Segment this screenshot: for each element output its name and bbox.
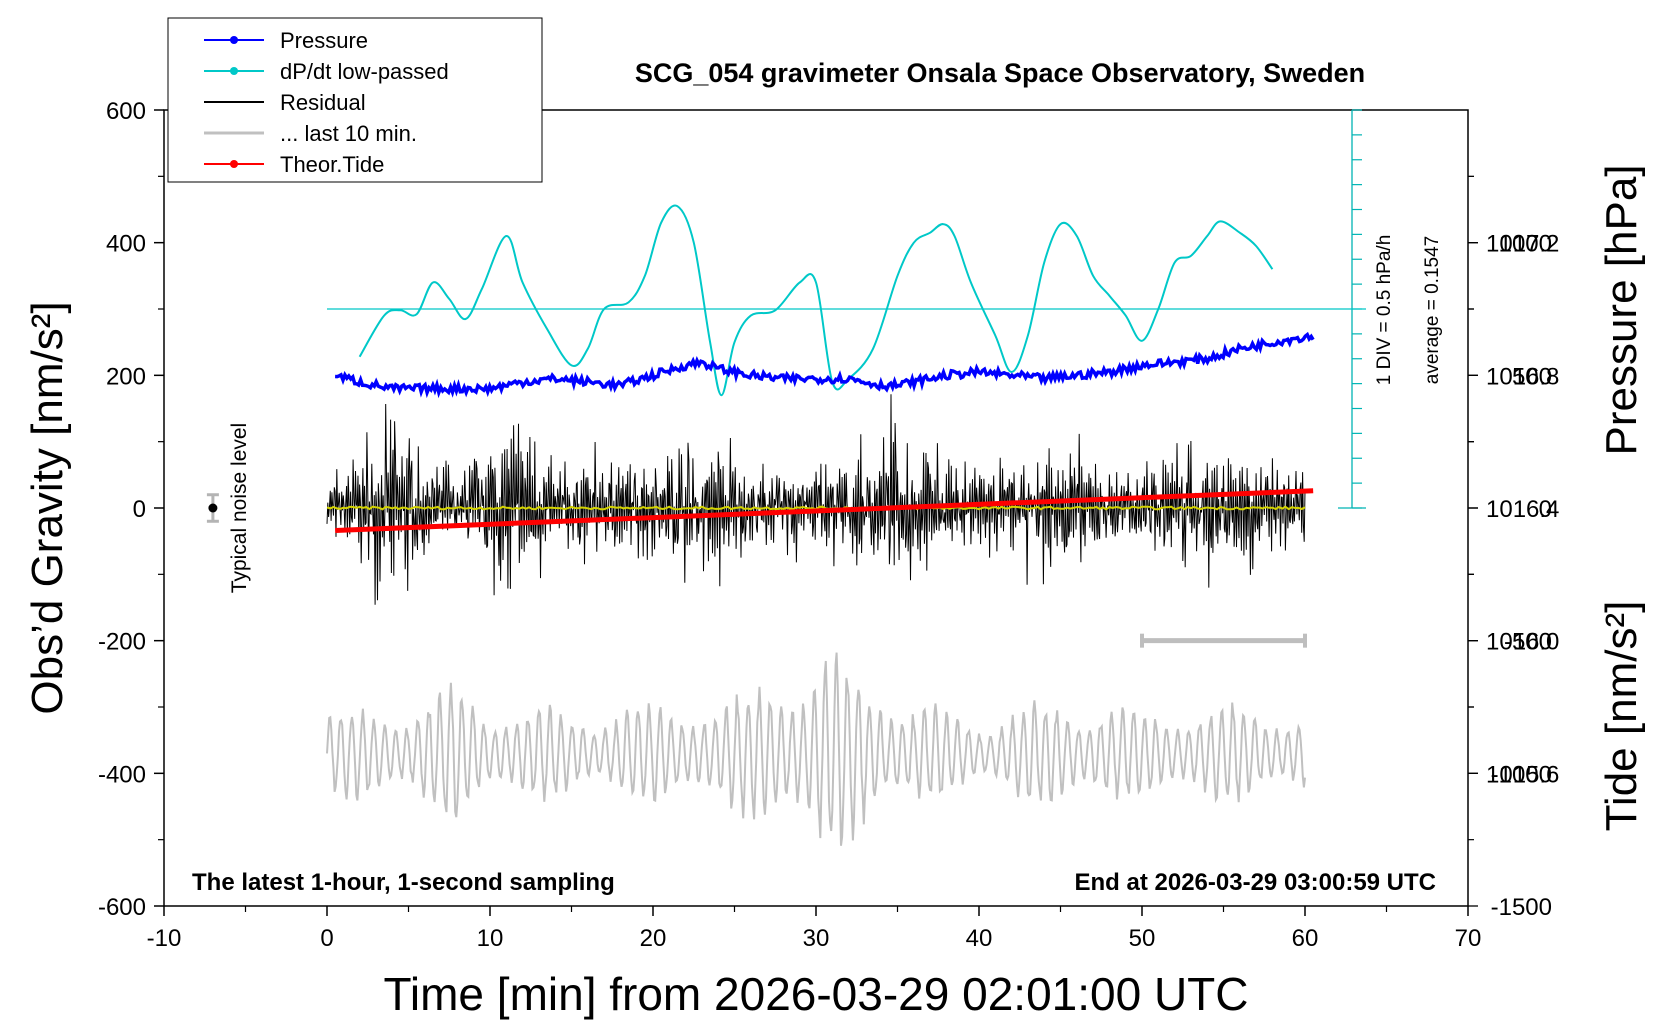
x-tick-label: 20 [640,925,667,952]
y-axis-label-pressure: Pressure [hPa] [1597,164,1646,455]
footer-left-label: The latest 1-hour, 1-second sampling [192,869,615,896]
x-tick-label: 60 [1292,925,1319,952]
legend-item: Pressure [204,28,368,53]
x-tick-label: 10 [477,925,504,952]
y-tick-label-tide: 0 [1539,496,1552,523]
y-tick-label-pressure: 1015.6 [1486,761,1559,788]
x-axis-label: Time [min] from 2026-03-29 02:01:00 UTC [384,968,1249,1020]
dpdt-scale-label: 1 DIV = 0.5 hPa/h [1374,235,1395,386]
dpdt-average-label: average = 0.1547 [1422,236,1443,384]
y-tick-label-pressure: 1016.8 [1486,363,1559,390]
y-tick-label-pressure: 1017.2 [1486,231,1559,258]
legend-item: dP/dt low-passed [204,59,449,84]
y-tick-label-pressure: 1016.0 [1486,629,1559,656]
series-theor-tide [335,488,1314,534]
x-tick-label: 0 [320,925,333,952]
x-tick-label: 70 [1455,925,1482,952]
legend-label: Residual [280,90,366,115]
y-tick-label-tide: -1000 [1491,761,1552,788]
legend-item: Residual [204,90,366,115]
y-tick-label-left: 600 [106,98,146,125]
x-tick-label: 40 [966,925,993,952]
legend-item: Theor.Tide [204,152,384,177]
noise-level-label: Typical noise level [228,423,251,593]
legend-label: Pressure [280,28,368,53]
y-axis-label-left: Obs’d Gravity [nm/s²] [23,301,72,714]
legend-label: ... last 10 min. [280,121,417,146]
y-tick-label-tide: 500 [1512,363,1552,390]
y-tick-label-left: -400 [98,761,146,788]
chart-title: SCG_054 gravimeter Onsala Space Observat… [635,58,1365,88]
footer-right-label: End at 2026-03-29 03:00:59 UTC [1075,869,1437,896]
y-axis-label-tide: Tide [nm/s²] [1597,601,1646,832]
legend-marker [230,160,238,168]
series-last-10-min [326,652,1306,846]
legend: Pressure dP/dt low-passed Residual ... last… [167,17,543,183]
legend-marker [230,67,238,75]
x-tick-label: -10 [147,925,182,952]
series-dpdt-lowpassed [358,204,1274,397]
noise-bar-center [208,503,218,513]
y-tick-label-left: 0 [133,496,146,523]
series-pressure [335,331,1315,399]
y-tick-label-left: 200 [106,363,146,390]
y-tick-label-left: -200 [98,629,146,656]
legend-box [167,17,543,183]
x-tick-label: 50 [1129,925,1156,952]
legend-label: Theor.Tide [280,152,384,177]
x-tick-label: 30 [803,925,830,952]
y-tick-label-left: -600 [98,894,146,921]
y-tick-label-tide: -1500 [1491,894,1552,921]
legend-label: dP/dt low-passed [280,59,449,84]
legend-marker [230,36,238,44]
y-tick-label-pressure: 1016.4 [1486,496,1559,523]
y-tick-label-left: 400 [106,231,146,258]
y-tick-label-tide: 1000 [1499,231,1552,258]
legend-item: ... last 10 min. [204,121,417,146]
y-tick-label-tide: -500 [1504,629,1552,656]
